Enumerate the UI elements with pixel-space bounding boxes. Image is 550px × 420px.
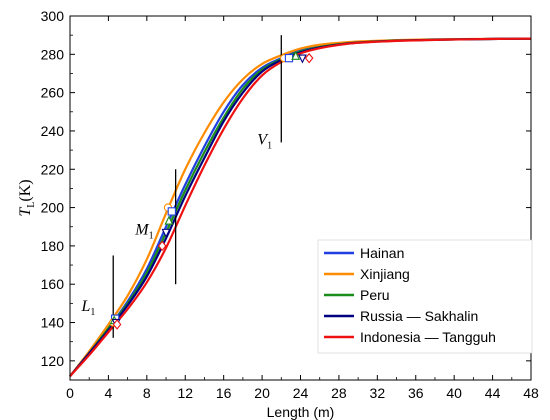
plot-overlays (109, 35, 314, 338)
transition-point-square (167, 207, 176, 216)
x-tick-label: 32 (370, 385, 386, 401)
x-tick-label: 44 (485, 385, 501, 401)
annotation-main: L (81, 298, 91, 315)
y-tick-label: 260 (41, 85, 65, 101)
y-tick-label: 200 (41, 200, 65, 216)
transition-point-triangle-down (161, 228, 171, 238)
y-axis-title-sub: L (26, 202, 37, 208)
x-axis-title: Length (m) (267, 404, 335, 420)
legend-label-russia-sakhalin: Russia — Sakhalin (360, 308, 478, 324)
y-tick-label: 180 (41, 238, 65, 254)
y-tick-label: 300 (41, 8, 65, 24)
annotation-sub: 1 (149, 230, 154, 241)
legend: Hainan Xinjiang Peru Russia — Sakhalin Indon… (317, 239, 533, 354)
legend-label-peru: Peru (360, 287, 390, 303)
x-tick-label: 24 (293, 385, 309, 401)
y-axis-title: TL(K) (17, 179, 37, 216)
annotation-main: M (134, 221, 150, 238)
x-tick-label: 20 (254, 385, 270, 401)
x-tick-label: 28 (331, 385, 347, 401)
x-tick-label: 48 (523, 385, 539, 401)
transition-point-diamond (112, 319, 122, 330)
y-tick-label: 280 (41, 46, 65, 62)
plot-lines (69, 37, 532, 377)
series-line-indonesia-tangguh (69, 37, 532, 377)
x-tick-label: 4 (105, 385, 113, 401)
annotation-sub: 1 (90, 307, 95, 318)
y-tick-label: 220 (41, 161, 65, 177)
annotation-sub: 1 (267, 140, 272, 151)
y-axis-title-unit: (K) (17, 179, 34, 201)
x-tick-label: 16 (216, 385, 232, 401)
transition-point-diamond (304, 52, 314, 64)
y-tick-label: 160 (41, 276, 65, 292)
legend-box (317, 239, 533, 354)
annotation-v1: V1 (257, 131, 272, 151)
x-tick-label: 40 (446, 385, 462, 401)
transition-point-diamond (157, 240, 167, 252)
annotation-m1: M1 (134, 221, 153, 241)
y-tick-label: 120 (41, 353, 65, 369)
transition-point-triangle-down (297, 54, 307, 64)
y-tick-label: 240 (41, 123, 65, 139)
x-tick-label: 8 (143, 385, 151, 401)
legend-label-xinjiang: Xinjiang (360, 266, 410, 282)
annotation-main: V (257, 131, 269, 148)
x-axis: 0 4 8 12 16 20 24 28 32 36 40 44 48 (66, 16, 539, 401)
x-tick-label: 12 (177, 385, 193, 401)
x-tick-label: 0 (66, 385, 74, 401)
annotation-l1: L1 (81, 298, 96, 318)
y-axis: 120 140 160 180 200 220 240 260 280 300 (41, 8, 531, 369)
y-tick-label: 140 (41, 315, 65, 331)
legend-label-hainan: Hainan (360, 245, 404, 261)
y-axis-title-main: T (17, 207, 34, 217)
transition-point-square (284, 53, 294, 63)
legend-label-indonesia-tangguh: Indonesia — Tangguh (360, 329, 496, 345)
x-tick-label: 36 (408, 385, 424, 401)
transition-point-triangle (291, 50, 301, 60)
transition-point-triangle (164, 215, 174, 225)
svg-text:TL(K): TL(K) (17, 179, 37, 216)
